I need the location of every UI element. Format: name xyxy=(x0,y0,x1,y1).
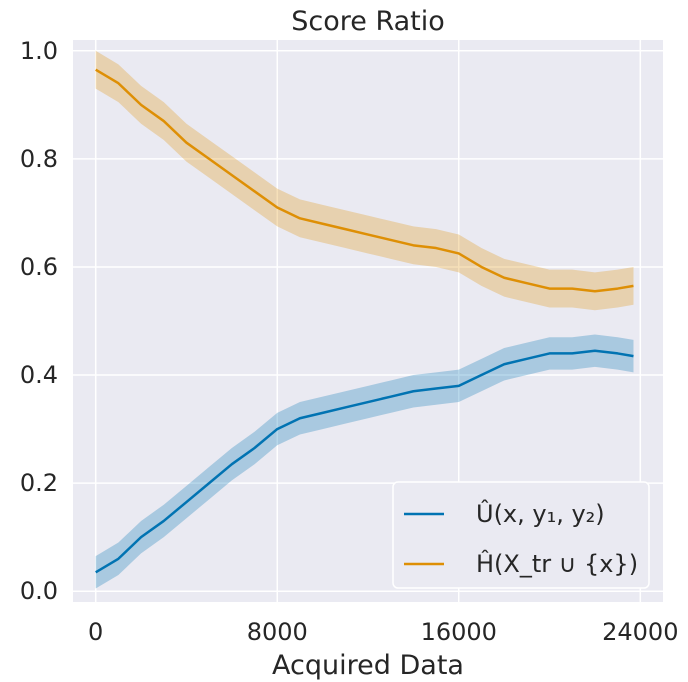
x-tick-label: 8000 xyxy=(247,618,308,646)
x-tick-label: 0 xyxy=(88,618,103,646)
y-tick-label: 0.2 xyxy=(20,469,58,497)
legend-label-u: Û(x, y₁, y₂) xyxy=(476,498,605,528)
y-tick-labels: 0.0 0.2 0.4 0.6 0.8 1.0 xyxy=(20,37,58,605)
legend: Û(x, y₁, y₂) Ĥ(X_tr ∪ {x}) xyxy=(393,482,649,588)
x-tick-label: 16000 xyxy=(421,618,497,646)
x-tick-label: 24000 xyxy=(602,618,678,646)
y-tick-label: 0.0 xyxy=(20,577,58,605)
legend-label-h: Ĥ(X_tr ∪ {x}) xyxy=(476,549,638,578)
y-tick-label: 0.8 xyxy=(20,145,58,173)
y-tick-label: 0.4 xyxy=(20,361,58,389)
chart-title: Score Ratio xyxy=(291,6,445,37)
x-tick-labels: 0 8000 16000 24000 xyxy=(88,618,678,646)
x-axis-label: Acquired Data xyxy=(272,650,464,681)
y-tick-label: 1.0 xyxy=(20,37,58,65)
y-tick-label: 0.6 xyxy=(20,253,58,281)
